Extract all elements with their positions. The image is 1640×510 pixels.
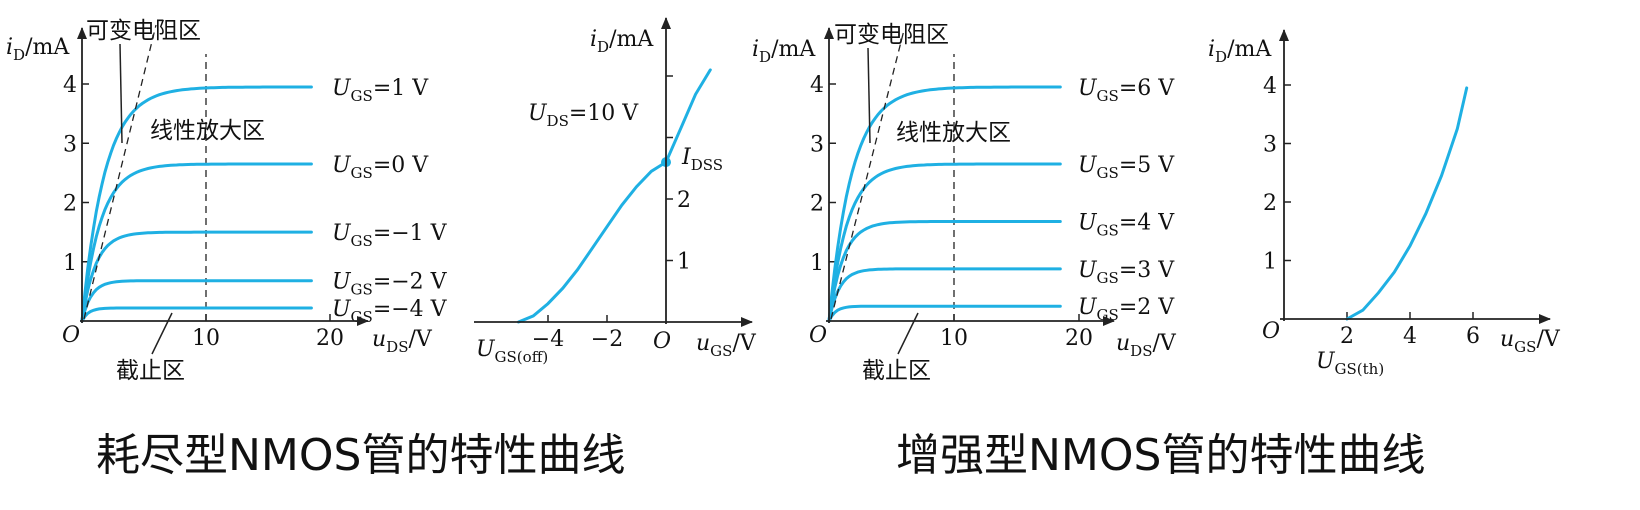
p3-series-label-4: UGS=2 V bbox=[1078, 295, 1175, 324]
p2-y-tick-label: 1 bbox=[677, 250, 691, 275]
p3-curve-0 bbox=[827, 85, 1062, 323]
p1-cutoff-leader bbox=[151, 312, 173, 355]
p2-y-tick-label: 2 bbox=[677, 188, 691, 213]
p1-curve-3 bbox=[80, 279, 313, 323]
p4-threshold-label: UGS(th) bbox=[1316, 349, 1384, 378]
p3-boundary-dashed bbox=[830, 29, 905, 320]
p3-x-label: uDS/V bbox=[1116, 331, 1177, 360]
p4-y-tick-label: 2 bbox=[1263, 191, 1277, 216]
p3-x-tick-label: 20 bbox=[1065, 326, 1093, 351]
p1-marks: 1 2 3 4 10 20 UGS=1 V UGS=0 V UGS=−1 V UGS=−2 VUG… bbox=[63, 54, 448, 351]
p3-ohmic-label: 可变电阻区 bbox=[834, 22, 949, 48]
p1-x-tick-label: 20 bbox=[316, 326, 344, 351]
chart-depletion-transfer: 1 2 −4 −2 iD/mA uGS/V O UDS=10 V IDSS UGS(o… bbox=[474, 17, 757, 366]
p4-x-tick-label: 2 bbox=[1340, 324, 1354, 349]
p1-series-label-0: UGS=1 V bbox=[332, 76, 429, 105]
p3-marks: 1 2 3 4 10 20 UGS=6 V UGS=5 V UGS=4 V UGS=3 V UGS=… bbox=[810, 54, 1175, 351]
caption-enhancement: 增强型NMOS管的特性曲线 bbox=[896, 430, 1425, 481]
p3-y-tick-label: 3 bbox=[810, 132, 824, 157]
p3-y-tick-label: 4 bbox=[810, 73, 824, 98]
p3-origin-label: O bbox=[809, 323, 827, 348]
p2-idss-label: IDSS bbox=[681, 145, 723, 174]
p1-cutoff-label: 截止区 bbox=[116, 358, 185, 384]
p4-x-tick-label: 6 bbox=[1466, 324, 1480, 349]
p1-series-label-3: UGS=−2 V bbox=[332, 270, 448, 299]
p1-series-label-4: UGS=−4 V bbox=[332, 297, 448, 326]
p1-ohmic-leader bbox=[119, 43, 123, 144]
p4-y-tick-label: 1 bbox=[1263, 250, 1277, 275]
p3-curve-2 bbox=[827, 220, 1062, 323]
p2-y-label: iD/mA bbox=[590, 27, 654, 56]
p2-transfer-curve bbox=[517, 68, 712, 324]
p1-saturation-label: 线性放大区 bbox=[150, 118, 265, 144]
p3-curve-4 bbox=[827, 304, 1062, 323]
p3-y-tick-label: 2 bbox=[810, 192, 824, 217]
p1-curve-1 bbox=[80, 162, 313, 323]
p3-series-label-3: UGS=3 V bbox=[1078, 258, 1175, 287]
p3-cutoff-leader bbox=[897, 312, 919, 355]
p4-x-tick-label: 4 bbox=[1403, 324, 1417, 349]
p4-transfer-curve bbox=[1345, 86, 1469, 321]
p1-y-tick-label: 3 bbox=[63, 132, 77, 157]
p4-marks: 1 2 3 4 2 4 6 bbox=[1263, 74, 1480, 349]
p1-y-label: iD/mA bbox=[6, 35, 70, 64]
p2-marks: 1 2 −4 −2 bbox=[517, 68, 712, 352]
p2-x-label: uGS/V bbox=[696, 331, 757, 360]
p4-y-tick-label: 3 bbox=[1263, 133, 1277, 158]
p1-origin-label: O bbox=[62, 323, 80, 348]
p1-series-label-1: UGS=0 V bbox=[332, 153, 429, 182]
p3-y-tick-label: 1 bbox=[810, 251, 824, 276]
p1-x-tick-label: 10 bbox=[192, 326, 220, 351]
p3-curve-1 bbox=[827, 162, 1062, 323]
p3-x-tick-label: 10 bbox=[940, 326, 968, 351]
p1-y-tick-label: 4 bbox=[63, 73, 77, 98]
p4-origin-label: O bbox=[1262, 319, 1280, 344]
p3-y-label: iD/mA bbox=[752, 37, 816, 66]
p1-boundary-dashed bbox=[83, 24, 157, 320]
p2-x-tick-label: −4 bbox=[532, 327, 564, 352]
p4-y-tick-label: 4 bbox=[1263, 74, 1277, 99]
p3-saturation-label: 线性放大区 bbox=[896, 120, 1011, 146]
p1-curve-0 bbox=[80, 85, 313, 323]
p3-series-label-2: UGS=4 V bbox=[1078, 210, 1175, 239]
chart-depletion-output: 1 2 3 4 10 20 UGS=1 V UGS=0 V UGS=−1 V UGS=−2 VUG… bbox=[6, 18, 448, 384]
p4-y-label: iD/mA bbox=[1208, 37, 1272, 66]
p1-y-tick-label: 2 bbox=[63, 192, 77, 217]
chart-enhancement-output: 1 2 3 4 10 20 UGS=6 V UGS=5 V UGS=4 V UGS=3 V UGS=… bbox=[752, 22, 1177, 384]
p1-curve-2 bbox=[80, 230, 313, 323]
caption-depletion: 耗尽型NMOS管的特性曲线 bbox=[96, 430, 625, 481]
p2-condition-label: UDS=10 V bbox=[528, 101, 639, 130]
p1-series-label-2: UGS=−1 V bbox=[332, 221, 448, 250]
p2-x-tick-label: −2 bbox=[591, 327, 623, 352]
p3-series-label-0: UGS=6 V bbox=[1078, 76, 1175, 105]
p1-curve-4 bbox=[80, 306, 313, 323]
p2-origin-label: O bbox=[653, 329, 671, 354]
p1-ohmic-label: 可变电阻区 bbox=[86, 18, 201, 44]
p3-curve-3 bbox=[827, 267, 1062, 323]
p1-y-tick-label: 1 bbox=[63, 251, 77, 276]
p4-x-label: uGS/V bbox=[1500, 327, 1561, 356]
p3-cutoff-label: 截止区 bbox=[862, 358, 931, 384]
p2-cutoff-point-label: UGS(off) bbox=[476, 337, 548, 366]
p3-ohmic-leader bbox=[867, 47, 871, 144]
p1-x-label: uDS/V bbox=[372, 327, 433, 356]
chart-enhancement-transfer: 1 2 3 4 2 4 6 iD/mA uGS/V O UGS(th) bbox=[1208, 29, 1561, 378]
p3-series-label-1: UGS=5 V bbox=[1078, 153, 1175, 182]
